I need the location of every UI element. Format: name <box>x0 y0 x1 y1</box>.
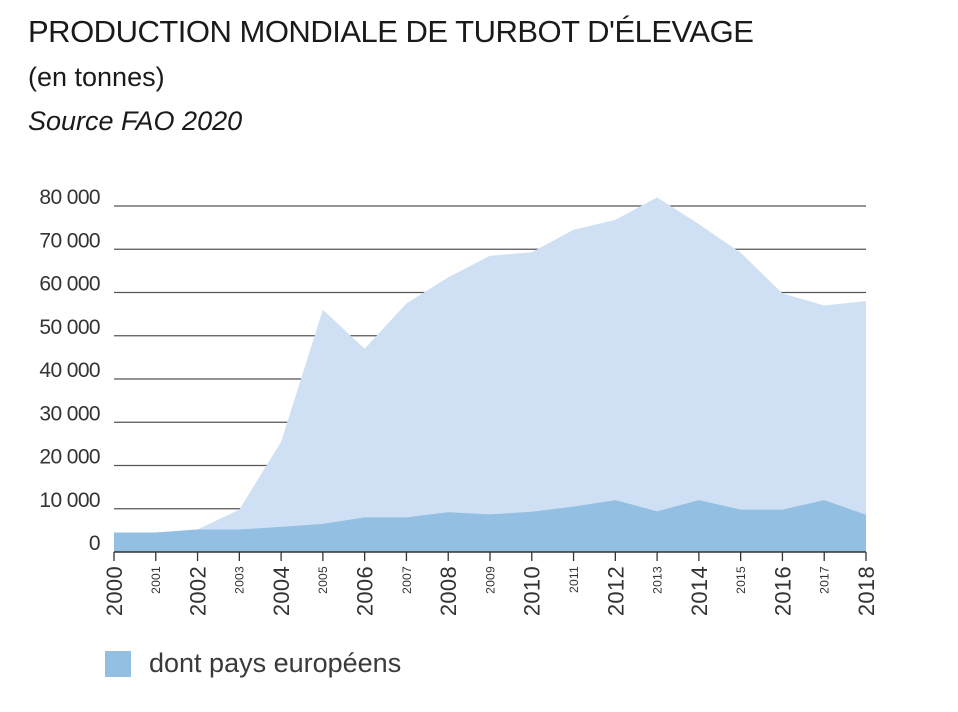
y-tick-label-70000: 70 000 <box>39 229 100 252</box>
x-tick-label-2005: 2005 <box>316 566 330 594</box>
y-tick-label-10000: 10 000 <box>39 489 100 512</box>
x-tick-label-2004: 2004 <box>269 566 294 616</box>
x-tick-label-2014: 2014 <box>687 566 712 616</box>
legend: dont pays européens <box>105 648 401 679</box>
y-tick-label-80000: 80 000 <box>39 186 100 209</box>
chart-title: PRODUCTION MONDIALE DE TURBOT D'ÉLEVAGE <box>28 14 754 49</box>
x-tick-label-2010: 2010 <box>520 566 545 616</box>
x-tick-label-2006: 2006 <box>353 566 378 616</box>
x-tick-label-2002: 2002 <box>185 566 210 616</box>
area-series <box>114 197 866 552</box>
area-total <box>114 197 866 552</box>
x-tick-label-2001: 2001 <box>149 566 163 594</box>
x-tick-label-2009: 2009 <box>483 566 497 594</box>
x-tick-label-2012: 2012 <box>603 566 628 616</box>
chart-source: Source FAO 2020 <box>28 106 243 136</box>
y-tick-label-60000: 60 000 <box>39 273 100 296</box>
x-tick-label-2017: 2017 <box>818 566 832 594</box>
y-tick-label-30000: 30 000 <box>39 402 100 425</box>
x-tick-label-2003: 2003 <box>233 566 247 594</box>
area-europe <box>114 500 866 552</box>
x-tick-label-2018: 2018 <box>854 566 879 616</box>
x-tick-label-2000: 2000 <box>102 566 127 616</box>
legend-swatch-europe <box>105 650 131 677</box>
y-tick-label-0: 0 <box>89 532 100 555</box>
y-tick-label-40000: 40 000 <box>39 359 100 382</box>
axes: 0 10 000 20 000 30 000 40 000 50 000 60 000 70 … <box>39 186 879 616</box>
x-tick-label-2007: 2007 <box>400 566 414 594</box>
x-tick-label-2008: 2008 <box>436 566 461 616</box>
chart-subtitle: (en tonnes) <box>28 62 165 92</box>
x-tick-label-2011: 2011 <box>567 566 581 593</box>
y-tick-label-20000: 20 000 <box>39 446 100 469</box>
x-tick-label-2015: 2015 <box>734 566 748 594</box>
x-tick-label-2016: 2016 <box>770 566 795 616</box>
y-tick-label-50000: 50 000 <box>39 316 100 339</box>
x-tick-label-2013: 2013 <box>650 566 664 594</box>
legend-label-europe: dont pays européens <box>149 648 402 678</box>
